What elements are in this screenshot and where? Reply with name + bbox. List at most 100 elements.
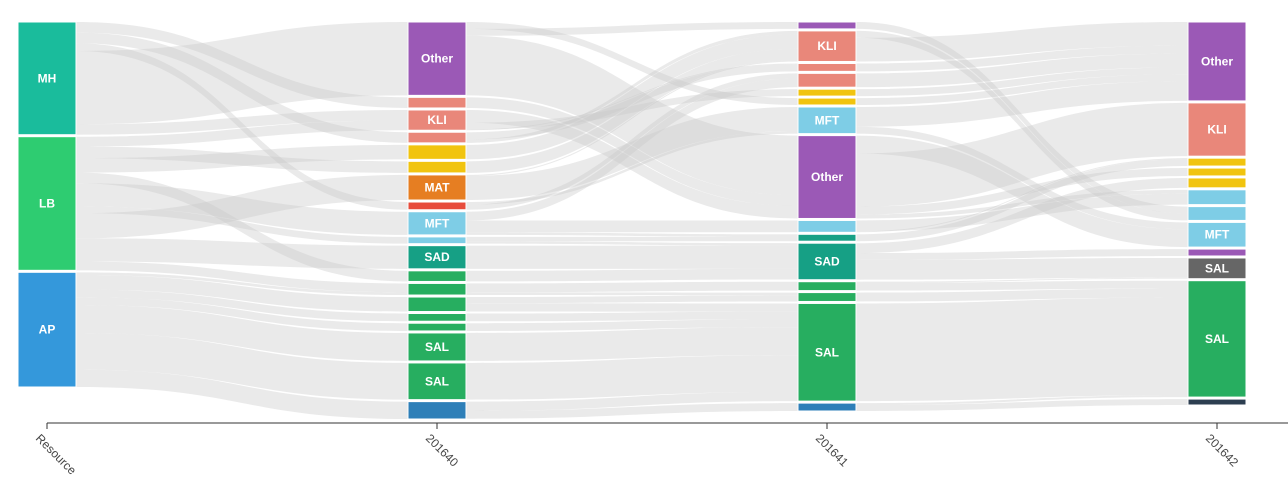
sankey-link[interactable] [76, 238, 408, 269]
sankey-node-sad[interactable] [407, 245, 467, 270]
sankey-link[interactable] [466, 22, 798, 36]
sankey-node-sal[interactable] [407, 362, 467, 401]
sankey-link[interactable] [76, 22, 408, 125]
sankey-link[interactable] [466, 268, 798, 282]
sankey-link[interactable] [856, 22, 1188, 62]
sankey-link[interactable] [76, 369, 408, 419]
sankey-node[interactable] [407, 160, 467, 174]
sankey-link[interactable] [466, 319, 798, 331]
sankey-node-ap[interactable] [17, 271, 77, 388]
sankey-link[interactable] [76, 261, 408, 293]
sankey-link[interactable] [466, 34, 798, 160]
sankey-node[interactable] [407, 131, 467, 144]
sankey-link[interactable] [856, 395, 1188, 406]
sankey-node-mh[interactable] [17, 21, 77, 136]
sankey-node-sal[interactable] [1187, 257, 1247, 280]
sankey-link[interactable] [856, 45, 1188, 72]
sankey-link[interactable] [466, 78, 798, 221]
sankey-link[interactable] [76, 297, 408, 331]
sankey-link[interactable] [466, 89, 798, 130]
sankey-node[interactable] [1187, 248, 1247, 257]
sankey-node[interactable] [1187, 189, 1247, 206]
sankey-link[interactable] [466, 232, 798, 237]
sankey-node-other[interactable] [797, 135, 857, 219]
sankey-link[interactable] [76, 32, 408, 143]
sankey-node-mft[interactable] [407, 211, 467, 236]
sankey-link[interactable] [856, 193, 1188, 232]
sankey-link[interactable] [76, 272, 408, 296]
sankey-link[interactable] [466, 355, 798, 400]
sankey-node-sad[interactable] [797, 242, 857, 281]
sankey-node[interactable] [407, 296, 467, 313]
sankey-link[interactable] [856, 288, 1188, 302]
sankey-link[interactable] [856, 399, 1188, 411]
sankey-link[interactable] [466, 403, 798, 419]
sankey-node-other[interactable] [1187, 21, 1247, 102]
sankey-link[interactable] [466, 130, 798, 205]
sankey-node[interactable] [407, 144, 467, 160]
sankey-link[interactable] [466, 327, 798, 361]
sankey-link[interactable] [466, 22, 798, 105]
sankey-link[interactable] [76, 43, 408, 210]
sankey-link[interactable] [856, 53, 1188, 88]
sankey-link[interactable] [856, 257, 1188, 280]
sankey-node-mft[interactable] [797, 106, 857, 135]
sankey-node[interactable] [1187, 157, 1247, 167]
sankey-link[interactable] [856, 189, 1188, 219]
sankey-link[interactable] [466, 73, 798, 210]
sankey-node[interactable] [407, 401, 467, 420]
sankey-link[interactable] [856, 102, 1188, 207]
sankey-link[interactable] [466, 60, 798, 177]
sankey-link[interactable] [466, 245, 798, 269]
sankey-link[interactable] [466, 391, 798, 411]
sankey-link[interactable] [76, 289, 408, 322]
sankey-link[interactable] [466, 63, 798, 131]
sankey-node[interactable] [797, 402, 857, 412]
sankey-node[interactable] [797, 72, 857, 88]
sankey-link[interactable] [76, 22, 408, 108]
sankey-link[interactable] [76, 120, 408, 147]
sankey-link[interactable] [856, 177, 1188, 254]
sankey-link[interactable] [76, 304, 408, 361]
sankey-link[interactable] [856, 22, 1188, 214]
sankey-node[interactable] [797, 21, 857, 30]
sankey-node[interactable] [407, 282, 467, 296]
sankey-node-mft[interactable] [1187, 221, 1247, 248]
sankey-link[interactable] [856, 249, 1188, 260]
sankey-node-kli[interactable] [1187, 102, 1247, 157]
sankey-node-sal[interactable] [1187, 280, 1247, 398]
sankey-link[interactable] [856, 158, 1188, 233]
sankey-node[interactable] [797, 281, 857, 292]
sankey-link[interactable] [76, 172, 408, 282]
sankey-node-mat[interactable] [407, 174, 467, 201]
sankey-link[interactable] [466, 292, 798, 296]
sankey-link[interactable] [466, 35, 798, 196]
sankey-link[interactable] [856, 277, 1188, 283]
sankey-node-sal[interactable] [407, 332, 467, 362]
sankey-node[interactable] [407, 322, 467, 332]
sankey-node-lb[interactable] [17, 136, 77, 271]
sankey-link[interactable] [856, 30, 1188, 221]
sankey-node-sal[interactable] [797, 302, 857, 402]
sankey-node[interactable] [797, 292, 857, 302]
sankey-link[interactable] [466, 303, 798, 312]
sankey-link[interactable] [76, 146, 408, 173]
sankey-link[interactable] [856, 135, 1188, 248]
sankey-link[interactable] [856, 74, 1188, 105]
sankey-link[interactable] [466, 311, 798, 322]
sankey-node[interactable] [797, 97, 857, 106]
sankey-node[interactable] [797, 62, 857, 72]
sankey-node[interactable] [407, 201, 467, 211]
sankey-link[interactable] [466, 30, 798, 143]
sankey-link[interactable] [76, 332, 408, 400]
sankey-link[interactable] [856, 67, 1188, 97]
sankey-link[interactable] [76, 174, 408, 239]
sankey-link[interactable] [466, 97, 798, 206]
sankey-link[interactable] [466, 236, 798, 242]
sankey-node[interactable] [407, 270, 467, 282]
sankey-node[interactable] [1187, 398, 1247, 406]
sankey-link[interactable] [76, 183, 408, 235]
sankey-link[interactable] [466, 48, 798, 173]
sankey-link[interactable] [466, 109, 798, 219]
sankey-node[interactable] [407, 96, 467, 109]
